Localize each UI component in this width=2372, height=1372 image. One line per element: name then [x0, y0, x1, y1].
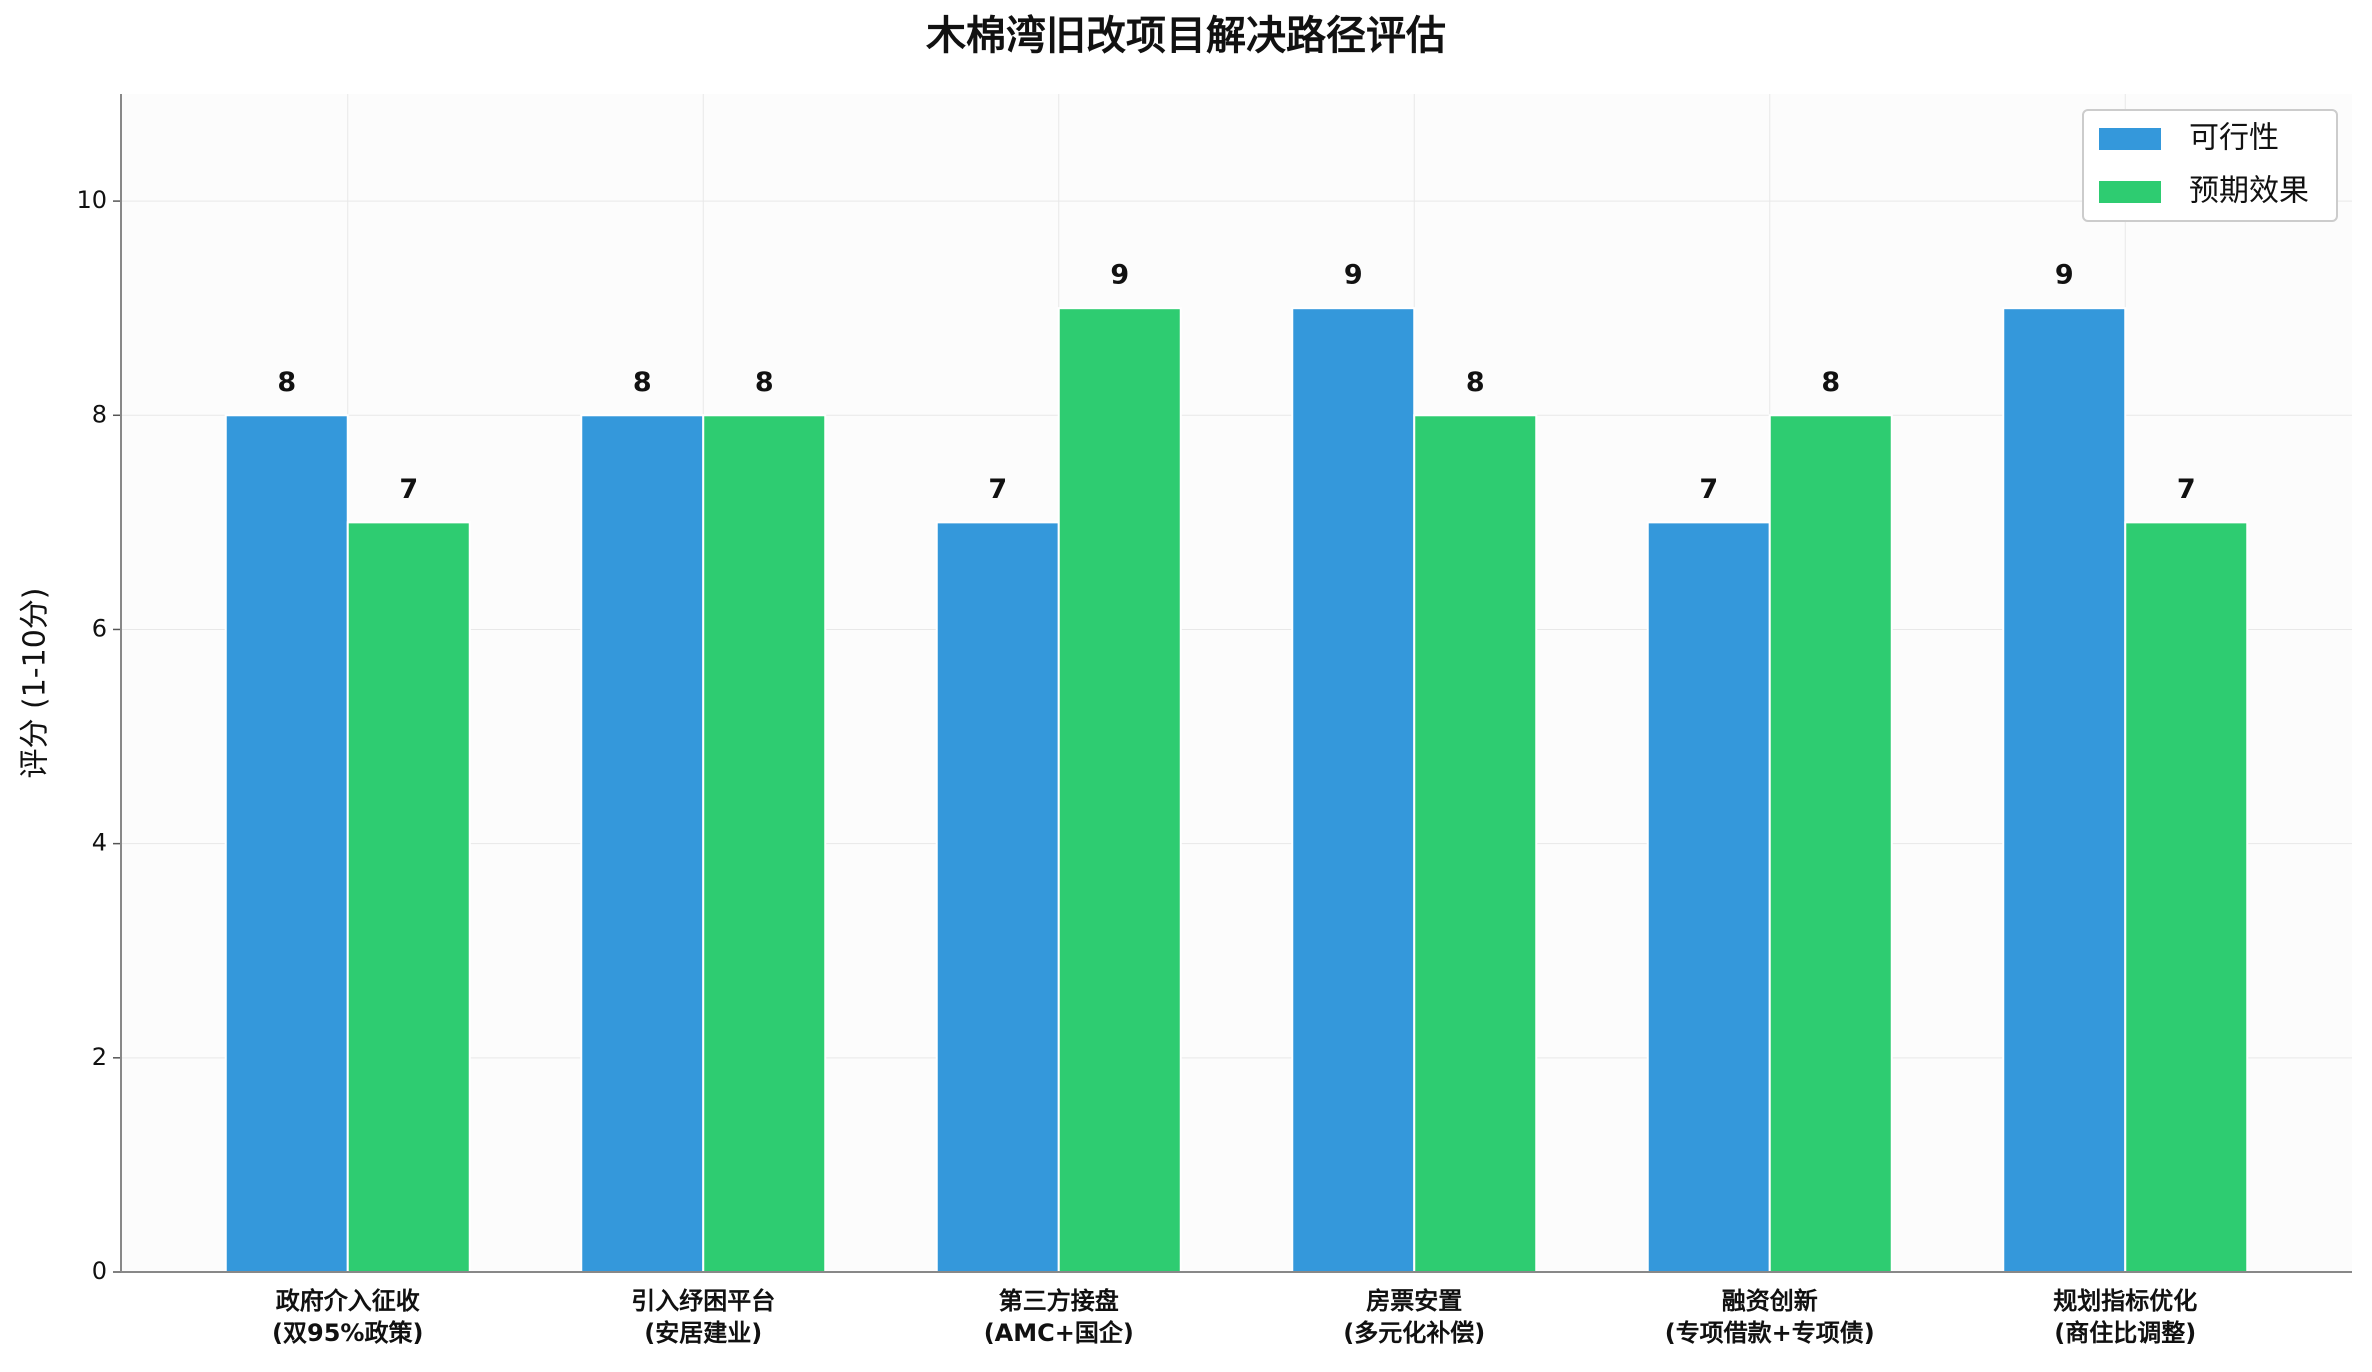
value-label: 7	[399, 474, 418, 505]
value-label: 9	[1110, 260, 1129, 291]
chart-title: 木棉湾旧改项目解决路径评估	[926, 13, 1446, 59]
plot-area	[121, 94, 2352, 1272]
y-axis-label: 评分 (1-10分)	[18, 587, 53, 778]
value-label: 8	[277, 367, 296, 398]
bar	[2002, 307, 2127, 1273]
value-label: 9	[2055, 260, 2074, 291]
value-label: 8	[1821, 367, 1840, 398]
y-tick-label: 2	[92, 1043, 107, 1071]
value-label: 9	[1344, 260, 1363, 291]
x-tick-label: 政府介入征收(双95%政策)	[272, 1287, 423, 1347]
value-label: 7	[988, 474, 1007, 505]
y-tick-label: 8	[92, 400, 107, 428]
y-tick-label: 0	[92, 1257, 107, 1285]
bar	[2124, 521, 2249, 1273]
value-label: 8	[633, 367, 652, 398]
legend-label: 预期效果	[2189, 174, 2309, 209]
value-label: 8	[1466, 367, 1485, 398]
x-tick-label: 引入纾困平台(安居建业)	[631, 1287, 775, 1347]
x-tick-label: 第三方接盘(AMC+国企)	[984, 1287, 1134, 1347]
bar	[1057, 307, 1182, 1273]
x-tick-label: 融资创新(专项借款+专项债)	[1665, 1287, 1875, 1347]
bar	[580, 414, 705, 1274]
bar	[935, 521, 1060, 1273]
bar	[1768, 414, 1893, 1274]
legend-label: 可行性	[2189, 121, 2279, 156]
x-tick-label: 房票安置(多元化补偿)	[1343, 1287, 1485, 1347]
x-tick-label: 规划指标优化(商住比调整)	[2053, 1287, 2197, 1347]
value-label: 7	[2177, 474, 2196, 505]
legend-swatch	[2099, 128, 2161, 150]
bar	[1646, 521, 1771, 1273]
bar	[224, 414, 349, 1274]
bar	[1291, 307, 1416, 1273]
bar	[702, 414, 827, 1274]
value-label: 8	[755, 367, 774, 398]
legend-swatch	[2099, 181, 2161, 203]
y-tick-label: 6	[92, 614, 107, 642]
y-tick-label: 10	[76, 186, 107, 214]
bar	[1413, 414, 1538, 1274]
value-label: 7	[1699, 474, 1718, 505]
y-tick-label: 4	[92, 829, 107, 857]
bar	[346, 521, 471, 1273]
